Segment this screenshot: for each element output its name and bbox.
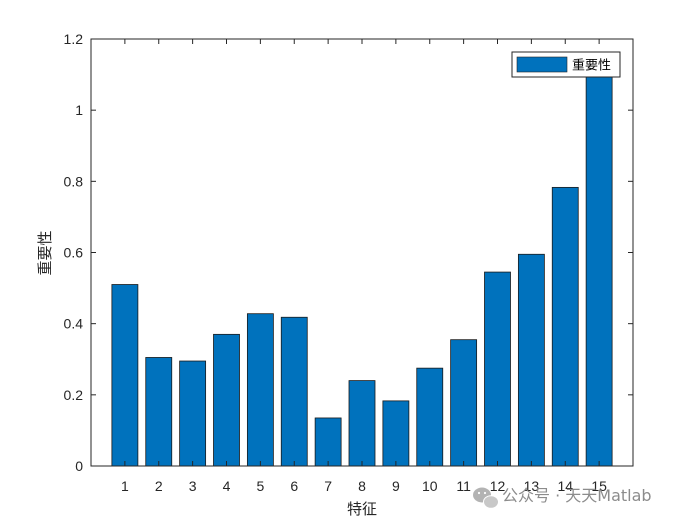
x-tick-label: 4 xyxy=(223,478,231,494)
y-tick-label: 0.2 xyxy=(64,387,84,403)
watermark-text: 公众号 · 天天Matlab xyxy=(502,486,652,505)
bars-group xyxy=(111,67,613,467)
x-tick-label: 2 xyxy=(155,478,163,494)
x-tick-label: 7 xyxy=(324,478,332,494)
y-axis-label: 重要性 xyxy=(36,230,54,275)
y-tick-label: 1.2 xyxy=(64,31,84,47)
bar-3 xyxy=(179,360,207,467)
bar-15 xyxy=(585,67,613,467)
x-tick-label: 6 xyxy=(290,478,298,494)
x-tick-label: 3 xyxy=(189,478,197,494)
bar-9 xyxy=(382,400,410,467)
bar-1 xyxy=(111,284,139,467)
bar-5 xyxy=(246,313,274,467)
wechat-icon xyxy=(473,487,499,509)
watermark: 公众号 · 天天Matlab xyxy=(473,486,652,509)
x-tick-label: 10 xyxy=(422,478,438,494)
bar-12 xyxy=(484,271,511,467)
legend-label: 重要性 xyxy=(572,58,611,74)
bar-4 xyxy=(213,333,240,467)
y-tick-label: 0.4 xyxy=(64,316,84,332)
x-tick-label: 8 xyxy=(358,478,366,494)
x-tick-label: 9 xyxy=(392,478,400,494)
x-axis: 1 2 3 4 5 6 7 8 9 10 11 12 13 14 15 xyxy=(121,39,607,494)
bar-2 xyxy=(145,357,173,467)
x-tick-label: 12 xyxy=(490,478,506,494)
y-tick-label: 0 xyxy=(75,458,83,474)
x-tick-label: 1 xyxy=(121,478,129,494)
y-tick-label: 0.8 xyxy=(64,173,84,189)
bar-13 xyxy=(517,253,545,467)
y-tick-label: 0.6 xyxy=(64,245,84,261)
y-tick-label: 1 xyxy=(75,102,83,118)
bar-6 xyxy=(280,316,308,467)
bar-7 xyxy=(314,417,342,467)
legend: 重要性 xyxy=(511,51,621,78)
x-tick-label: 5 xyxy=(256,478,264,494)
x-tick-label: 11 xyxy=(456,478,471,494)
x-tick-label: 15 xyxy=(591,478,607,494)
bar-10 xyxy=(416,367,444,467)
y-axis: 0 0.2 0.4 0.6 0.8 1 1.2 xyxy=(64,31,633,474)
x-axis-label: 特征 xyxy=(347,500,377,518)
x-tick-label: 14 xyxy=(557,478,573,494)
bar-11 xyxy=(450,339,478,467)
bar-8 xyxy=(348,380,376,467)
legend-swatch xyxy=(516,56,568,73)
x-tick-label: 13 xyxy=(524,478,540,494)
bar-14 xyxy=(551,186,579,467)
